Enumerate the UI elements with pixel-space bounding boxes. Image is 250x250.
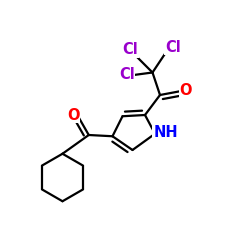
Text: O: O (179, 83, 192, 98)
Text: NH: NH (153, 125, 178, 140)
Text: Cl: Cl (165, 40, 181, 54)
Text: Cl: Cl (122, 42, 138, 57)
Text: Cl: Cl (119, 67, 134, 82)
Text: O: O (67, 108, 80, 122)
